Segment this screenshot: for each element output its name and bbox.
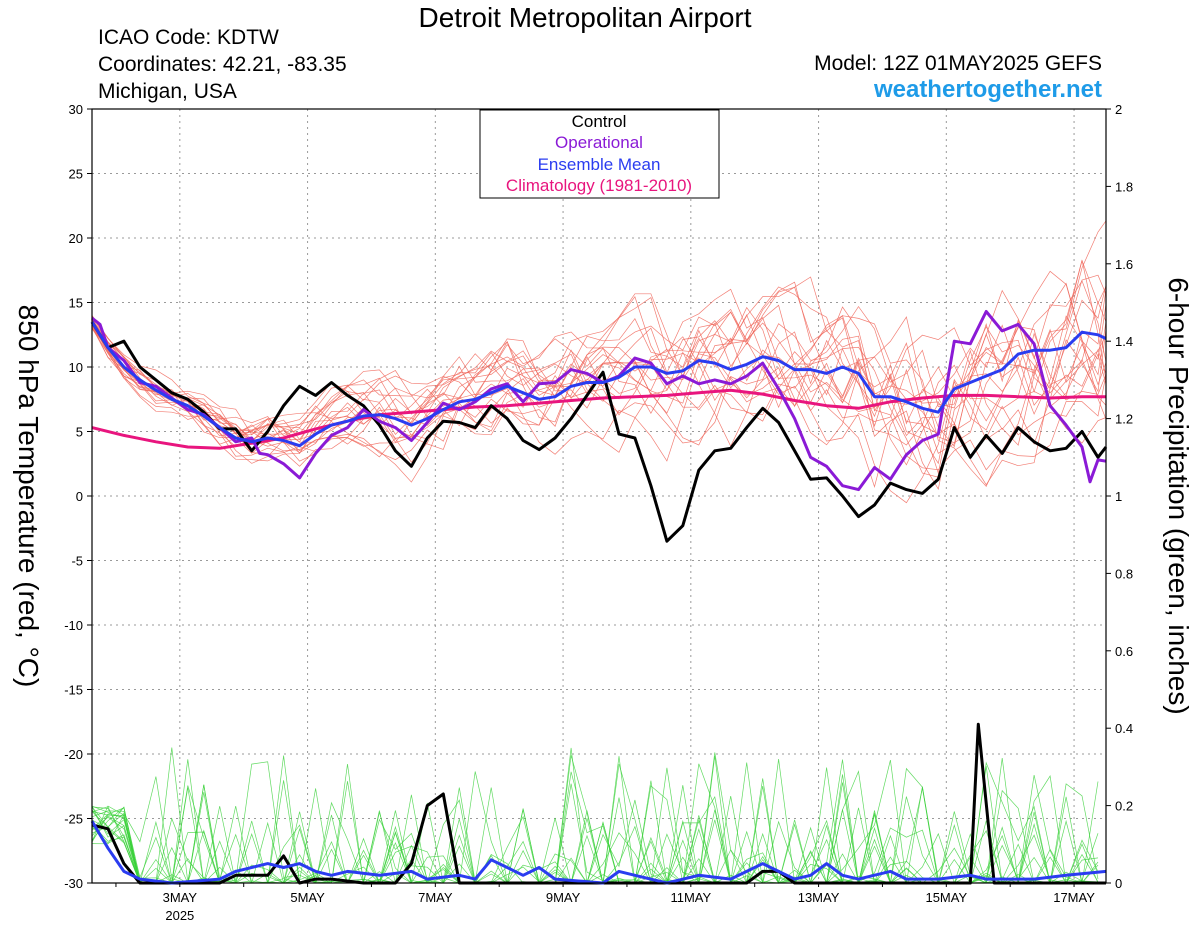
operational-temp-line [91, 310, 1107, 492]
temp-member-line [91, 315, 1107, 488]
temp-member-line [91, 280, 1107, 475]
x-tick-label: 15MAY [925, 890, 967, 905]
y-tick-label-left: 0 [76, 489, 83, 504]
legend-box: Control Operational Ensemble Mean Climat… [479, 109, 720, 199]
y-tick-label-right: 0.8 [1115, 566, 1133, 581]
y-tick-label-left: 10 [69, 360, 83, 375]
y-tick-label-right: 0.2 [1115, 799, 1133, 814]
precip-member-line [91, 755, 1099, 885]
y-tick-label-left: -15 [64, 683, 83, 698]
y-tick-label-left: 20 [69, 231, 83, 246]
y-tick-label-left: -30 [64, 876, 83, 891]
region: Michigan, USA [98, 80, 237, 103]
y-tick-label-right: 1.8 [1115, 179, 1133, 194]
temp-member-line [91, 289, 1107, 465]
axes: 302520151050-5-10-15-20-25-3021.81.61.41… [64, 102, 1133, 923]
y-tick-label-right: 1.6 [1115, 257, 1133, 272]
y-axis-label-left: 850 hPa Temperature (red, °C) [13, 304, 44, 688]
x-tick-label: 13MAY [798, 890, 840, 905]
y-tick-label-right: 1.2 [1115, 412, 1133, 427]
y-tick-label-right: 0 [1115, 876, 1122, 891]
site-link[interactable]: weathertogether.net [873, 76, 1102, 103]
y-tick-label-left: 5 [76, 425, 83, 440]
temp-member-line [91, 220, 1107, 504]
y-axis-label-right: 6-hour Precipitation (green, inches) [1163, 277, 1194, 715]
y-tick-label-left: -10 [64, 618, 83, 633]
y-tick-label-left: 15 [69, 296, 83, 311]
y-tick-label-right: 1.4 [1115, 334, 1133, 349]
series-lines [90, 310, 1108, 885]
ensemble-mean-precip-line [90, 820, 1107, 885]
ensemble-members [91, 220, 1107, 885]
temp-member-line [91, 276, 1107, 454]
plot-frame [91, 108, 1107, 884]
y-tick-label-left: -5 [71, 554, 83, 569]
y-tick-label-left: -20 [64, 747, 83, 762]
x-tick-label: 11MAY [670, 890, 711, 905]
temp-member-line [91, 259, 1107, 462]
gridlines [92, 109, 1106, 883]
precip-member-line [91, 747, 1099, 885]
coordinates: Coordinates: 42.21, -83.35 [98, 53, 347, 76]
y-tick-label-left: 30 [69, 102, 83, 117]
chart-title: Detroit Metropolitan Airport [418, 2, 752, 33]
y-tick-label-right: 0.6 [1115, 644, 1133, 659]
precip-member-line [91, 761, 1099, 884]
precip-member-line [91, 761, 1098, 884]
x-tick-label: 5MAY [290, 890, 325, 905]
x-tick-label: 17MAY [1053, 890, 1095, 905]
control-temp-line [90, 321, 1108, 543]
temp-member-line [91, 260, 1107, 488]
precip-member-line [91, 763, 1099, 884]
x-tick-label: 7MAY [418, 890, 453, 905]
x-tick-label: 3MAY [163, 890, 198, 905]
legend-climatology: Climatology (1981-2010) [506, 176, 692, 195]
y-tick-label-left: 25 [69, 167, 83, 182]
legend-control: Control [572, 112, 627, 131]
temp-member-line [91, 286, 1107, 467]
precip-member-line [91, 759, 1099, 884]
y-tick-label-right: 2 [1115, 102, 1122, 117]
precip-member-line [91, 766, 1099, 884]
y-tick-label-left: -25 [64, 812, 83, 827]
precip-member-line [91, 763, 1098, 884]
precip-member-line [91, 755, 1099, 884]
ensemble-mean-temp-line [90, 321, 1107, 448]
precip-member-line [91, 759, 1099, 885]
precip-member-line [91, 780, 1099, 885]
legend-ensemble-mean: Ensemble Mean [538, 155, 661, 174]
y-tick-label-right: 0.4 [1115, 721, 1133, 736]
precip-member-line [91, 752, 1098, 884]
precip-member-line [91, 747, 1098, 885]
legend-operational: Operational [555, 133, 643, 152]
precip-member-line [91, 757, 1099, 884]
x-tick-label: 9MAY [546, 890, 581, 905]
legend-frame [479, 109, 720, 199]
temp-member-line [91, 270, 1107, 460]
model-run: Model: 12Z 01MAY2025 GEFS [814, 52, 1102, 75]
icao-code: ICAO Code: KDTW [98, 26, 279, 49]
y-tick-label-right: 1 [1115, 489, 1122, 504]
x-tick-sublabel: 2025 [165, 908, 194, 923]
precip-member-line [91, 760, 1099, 885]
